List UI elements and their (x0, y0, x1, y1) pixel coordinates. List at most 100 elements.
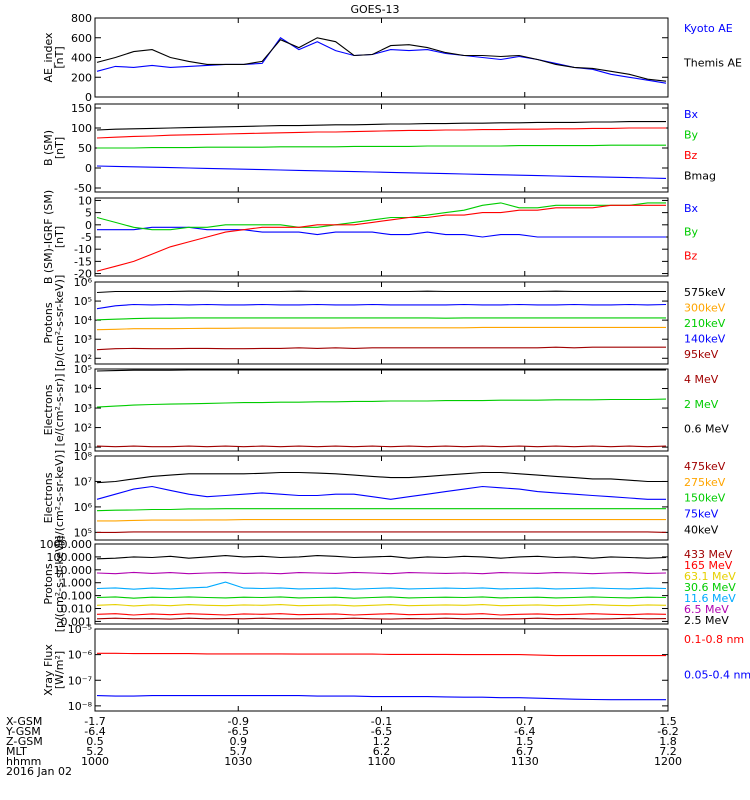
y-tick-label: 10⁶ (74, 276, 93, 289)
series-line-575kev (96, 290, 666, 294)
y-tick-label: 10⁵ (74, 363, 92, 376)
y-tick-label: 10⁻⁵ (68, 623, 92, 636)
y-tick-label: 0.100 (61, 590, 93, 603)
y-axis-label: Protons (42, 563, 55, 604)
series-line-bx (96, 165, 667, 179)
x-row-value: 1.5 (659, 715, 677, 728)
legend-entry: 2 MeV (684, 398, 719, 411)
date-label: 2016 Jan 02 (6, 765, 72, 778)
legend-entry: Bx (684, 202, 699, 215)
y-tick-label: -20 (74, 268, 92, 281)
y-axis-label: [e/(cm²-s-sr-keV)] (53, 450, 66, 546)
legend-entry: 275keV (684, 476, 726, 489)
legend-entry: 475keV (684, 460, 726, 473)
y-tick-label: 1.000 (61, 577, 93, 590)
legend-entry: 165 MeV (684, 559, 733, 572)
y-tick-label: 10² (74, 422, 92, 435)
series-line-40kev (96, 471, 666, 484)
legend-entry: Bz (684, 149, 698, 162)
y-axis-label: [nT] (53, 226, 66, 248)
y-tick-label: 10.000 (54, 564, 93, 577)
y-axis-label: [p/(cm²-s-sr-keV)] (53, 536, 66, 633)
y-axis-label: [p/(cm²-s-sr-keV)] (53, 275, 66, 372)
y-tick-label: 100 (71, 122, 92, 135)
y-tick-label: -10 (74, 243, 92, 256)
x-row-value: 1100 (368, 755, 396, 768)
legend-entry: Bz (684, 249, 698, 262)
x-row-value: 7.2 (659, 745, 677, 758)
panel-bsm: 150 100 50 0 -50 B (SM)[nT] Bx By Bz Bmag (42, 102, 716, 195)
y-tick-label: 10⁴ (74, 314, 93, 327)
series-line-11-6-mev (96, 581, 667, 590)
x-row-value: 0.9 (230, 735, 248, 748)
series-line-bx (97, 226, 666, 238)
y-tick-label: 150 (71, 102, 92, 115)
y-axis-label: Xray Flux (42, 644, 55, 696)
panel-protons1: 10² 10³ 10⁴ 10⁵ 10⁶ Protons[p/(cm²-s-sr-keV)]… (42, 275, 726, 372)
y-tick-label: -50 (74, 182, 92, 195)
series-line-433-mev (96, 617, 667, 620)
x-row-value: 1130 (511, 755, 539, 768)
y-tick-label: 10⁻⁸ (68, 700, 93, 713)
y-axis-label: Electrons (42, 472, 55, 523)
series-line-95kev (96, 346, 666, 351)
plot-title: GOES-13 (350, 3, 399, 16)
legend-entry: 300keV (684, 301, 726, 314)
series-line-2-5-mev (96, 555, 667, 560)
x-row-value: 0.5 (86, 735, 104, 748)
y-tick-label: 10⁵ (74, 295, 92, 308)
y-tick-label: 100.000 (47, 551, 93, 564)
series-line-themis-ae (96, 37, 667, 82)
y-tick-label: 10⁴ (74, 383, 93, 396)
series-line-0-6-mev (96, 369, 666, 372)
y-tick-label: 0 (85, 219, 92, 232)
y-tick-label: 10⁷ (74, 475, 92, 488)
y-tick-label: -5 (81, 231, 92, 244)
panel-protons2: 1000.000100.00010.0001.0000.1000.0100.00… (40, 536, 737, 633)
x-row-label: MLT (6, 745, 27, 758)
x-row-value: -6.5 (371, 725, 392, 738)
y-tick-label: 400 (71, 52, 92, 65)
y-tick-label: 0.001 (61, 615, 93, 628)
y-tick-label: 50 (78, 142, 92, 155)
y-tick-label: 200 (71, 71, 92, 84)
legend-entry: 140keV (684, 332, 726, 345)
legend-entry: 0.05-0.4 nm (684, 669, 750, 682)
series-line-275kev (97, 519, 666, 522)
y-tick-label: 5 (85, 207, 92, 220)
x-row-label: Y-GSM (5, 725, 41, 738)
legend-entry: 0.1-0.8 nm (684, 633, 744, 646)
x-row-value: 6.7 (516, 745, 534, 758)
series-line-30-6-mev (96, 596, 667, 599)
x-row-value: -6.5 (228, 725, 249, 738)
series-line-bz (96, 127, 666, 139)
y-axis-label: [nT] (53, 46, 66, 68)
y-axis-label: B (SM) (42, 130, 55, 166)
y-tick-label: 10⁶ (74, 501, 93, 514)
y-tick-label: 0 (85, 162, 92, 175)
series-line-75kev (96, 485, 666, 500)
y-tick-label: 0 (85, 91, 92, 104)
series-line-6-5-mev (96, 571, 667, 575)
legend-entry: Bx (684, 108, 699, 121)
series-line-bmag (96, 121, 666, 131)
series-line-bz (96, 204, 666, 272)
x-row-value: -6.2 (657, 725, 678, 738)
series-line-by (96, 202, 666, 231)
legend-entry: 433 MeV (684, 548, 733, 561)
panel-xray: 10⁻⁵ 10⁻⁶ 10⁻⁷ 10⁻⁸ Xray Flux[W/m²] 0.1-0.8 n… (42, 623, 750, 713)
legend-entry: 95keV (684, 348, 719, 361)
panel-ae: 800 600 400 200 0 AE_index[nT] Kyoto AE Themis … (42, 12, 742, 104)
y-tick-label: 600 (71, 32, 92, 45)
x-row-value: 5.2 (86, 745, 104, 758)
x-row-value: 1.2 (373, 735, 391, 748)
legend-entry: 75keV (684, 508, 719, 521)
x-row-value: -0.1 (371, 715, 392, 728)
y-tick-label: 10⁻⁶ (68, 649, 93, 662)
legend-entry: Bmag (684, 169, 716, 182)
legend-entry: 0.6 MeV (684, 423, 729, 436)
y-axis-label: Protons (42, 302, 55, 343)
y-axis-label: B (SM)-IGRF (SM) (42, 190, 55, 284)
